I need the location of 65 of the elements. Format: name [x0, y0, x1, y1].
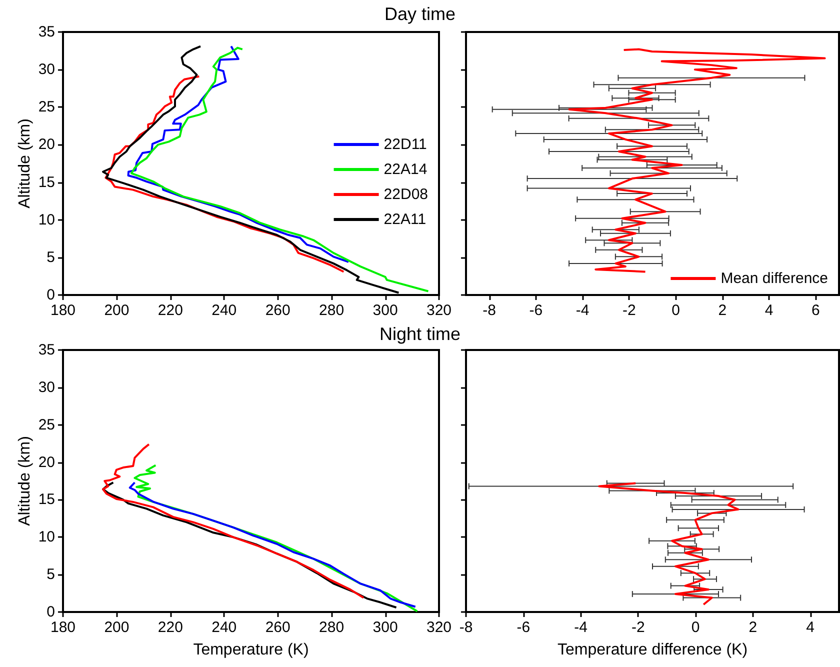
- x-tick-label: -8: [482, 302, 496, 319]
- y-tick-label: 0: [46, 286, 55, 304]
- x-tick-label: 240: [212, 619, 237, 636]
- x-tick-label: 4: [764, 302, 774, 319]
- x-tick-label: 220: [158, 302, 183, 319]
- y-tick-label: 5: [46, 566, 55, 584]
- line-series: [134, 464, 418, 612]
- x-axis-title: Temperature difference (K): [557, 642, 748, 658]
- line-series: [130, 46, 430, 292]
- x-tick-label: -8: [459, 619, 473, 636]
- x-tick-label: 280: [319, 302, 344, 319]
- x-tick-label: 260: [265, 619, 290, 636]
- x-tick-label: 320: [426, 302, 452, 319]
- x-tick-label: 260: [265, 302, 290, 319]
- x-tick-label: 240: [212, 302, 237, 319]
- x-tick-label: 180: [50, 302, 76, 319]
- line-series: [104, 75, 345, 273]
- y-tick-label: 35: [38, 24, 55, 40]
- x-tick-label: -2: [622, 302, 636, 319]
- y-tick-label: 30: [38, 378, 55, 396]
- y-tick-label: 35: [38, 342, 55, 358]
- legend-label: 22A11: [384, 210, 426, 228]
- x-tick-label: 320: [426, 619, 452, 636]
- y-tick-label: 15: [38, 491, 55, 508]
- x-tick-label: 0: [672, 302, 680, 319]
- y-axis-title: Altitude (km): [16, 118, 34, 208]
- y-tick-label: 20: [38, 454, 55, 471]
- y-tick-label: 0: [46, 604, 55, 620]
- chart-title: Day time: [384, 4, 456, 24]
- y-tick-label: 10: [38, 211, 55, 228]
- x-tick-label: -2: [631, 619, 645, 636]
- x-tick-label: 0: [691, 619, 700, 636]
- x-tick-label: -6: [516, 619, 530, 636]
- x-tick-label: -4: [574, 619, 588, 636]
- line-series: [102, 443, 365, 599]
- y-tick-label: 25: [38, 416, 55, 434]
- y-tick-label: 5: [46, 248, 55, 266]
- y-tick-label: 15: [38, 174, 55, 191]
- x-tick-label: 4: [806, 619, 814, 636]
- x-tick-label: 220: [158, 619, 183, 636]
- x-tick-label: 280: [319, 619, 344, 636]
- x-tick-label: 300: [372, 302, 398, 319]
- y-tick-label: 30: [38, 61, 55, 78]
- x-tick-label: 6: [812, 302, 820, 319]
- y-tick-label: 10: [38, 528, 55, 546]
- legend-label: 22D11: [384, 136, 427, 153]
- chart-title: Night time: [379, 324, 461, 344]
- x-axis-title: Temperature (K): [193, 642, 309, 658]
- x-tick-label: 180: [50, 619, 76, 636]
- legend-label: 22D08: [384, 186, 428, 203]
- legend-label: Mean difference: [720, 270, 828, 287]
- line-series: [128, 481, 416, 608]
- x-tick-label: -4: [576, 302, 590, 319]
- x-tick-label: 2: [718, 302, 727, 319]
- line-series: [102, 481, 398, 609]
- x-tick-label: -6: [529, 302, 543, 319]
- y-axis-title: Altitude (km): [16, 436, 34, 526]
- x-tick-label: 200: [104, 302, 130, 319]
- y-tick-label: 25: [38, 98, 55, 116]
- legend-label: 22A14: [384, 160, 428, 178]
- x-tick-label: 2: [748, 619, 758, 636]
- x-tick-label: 300: [372, 619, 398, 636]
- y-tick-label: 20: [38, 136, 55, 154]
- line-series: [127, 45, 350, 263]
- x-tick-label: 200: [104, 619, 130, 636]
